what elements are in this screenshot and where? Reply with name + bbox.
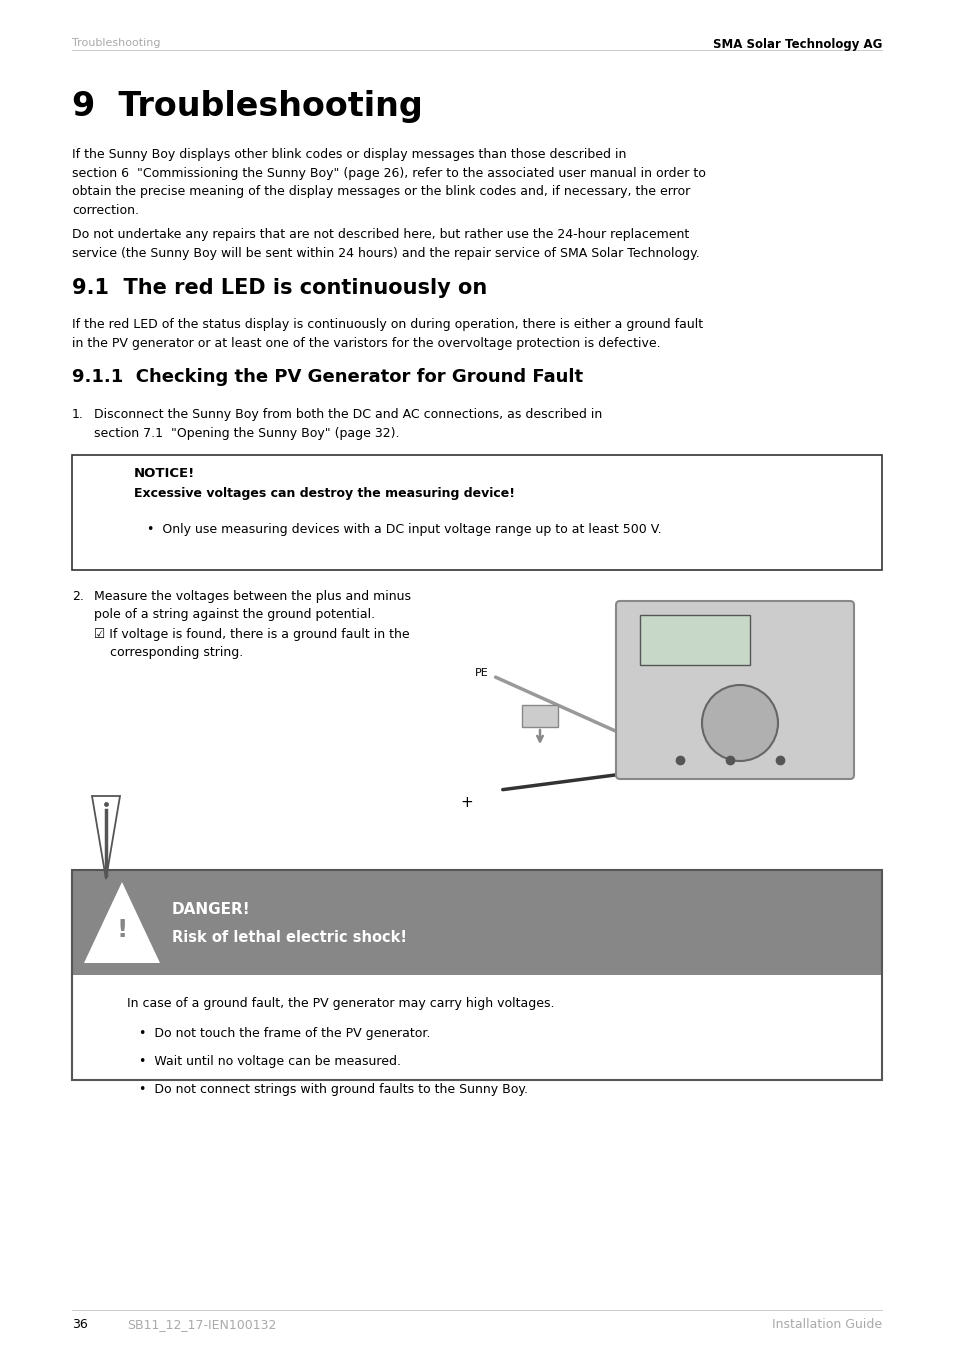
Text: PE: PE [475, 668, 488, 677]
Text: +: + [459, 795, 473, 810]
FancyBboxPatch shape [521, 704, 558, 727]
Text: Risk of lethal electric shock!: Risk of lethal electric shock! [172, 930, 407, 945]
Text: •  Wait until no voltage can be measured.: • Wait until no voltage can be measured. [139, 1055, 400, 1068]
Text: SMA Solar Technology AG: SMA Solar Technology AG [712, 38, 882, 51]
Text: 36: 36 [71, 1318, 88, 1330]
Text: 2.: 2. [71, 589, 84, 603]
Text: 6·4: 6·4 [671, 627, 698, 642]
Text: corresponding string.: corresponding string. [94, 646, 243, 658]
Polygon shape [91, 796, 120, 879]
FancyBboxPatch shape [616, 602, 853, 779]
Text: •  Only use measuring devices with a DC input voltage range up to at least 500 V: • Only use measuring devices with a DC i… [147, 523, 661, 535]
Circle shape [701, 685, 778, 761]
Text: Excessive voltages can destroy the measuring device!: Excessive voltages can destroy the measu… [133, 487, 515, 500]
Text: ☑ If voltage is found, there is a ground fault in the: ☑ If voltage is found, there is a ground… [94, 627, 409, 641]
FancyBboxPatch shape [71, 869, 882, 975]
Text: In case of a ground fault, the PV generator may carry high voltages.: In case of a ground fault, the PV genera… [127, 996, 554, 1010]
Text: 9.1  The red LED is continuously on: 9.1 The red LED is continuously on [71, 279, 487, 297]
Text: pole of a string against the ground potential.: pole of a string against the ground pote… [94, 608, 375, 621]
Text: Troubleshooting: Troubleshooting [71, 38, 160, 49]
Text: Installation Guide: Installation Guide [771, 1318, 882, 1330]
FancyBboxPatch shape [639, 615, 749, 665]
Text: If the Sunny Boy displays other blink codes or display messages than those descr: If the Sunny Boy displays other blink co… [71, 147, 705, 216]
Text: 9.1.1  Checking the PV Generator for Ground Fault: 9.1.1 Checking the PV Generator for Grou… [71, 368, 582, 387]
Text: •  Do not connect strings with ground faults to the Sunny Boy.: • Do not connect strings with ground fau… [139, 1083, 527, 1096]
Text: Disconnect the Sunny Boy from both the DC and AC connections, as described in
se: Disconnect the Sunny Boy from both the D… [94, 408, 601, 439]
Text: Measure the voltages between the plus and minus: Measure the voltages between the plus an… [94, 589, 411, 603]
Text: Do not undertake any repairs that are not described here, but rather use the 24-: Do not undertake any repairs that are no… [71, 228, 699, 260]
Text: If the red LED of the status display is continuously on during operation, there : If the red LED of the status display is … [71, 318, 702, 350]
FancyBboxPatch shape [71, 975, 882, 1080]
Text: NOTICE!: NOTICE! [133, 466, 195, 480]
FancyBboxPatch shape [71, 456, 882, 571]
Text: DANGER!: DANGER! [172, 902, 251, 917]
Text: !: ! [116, 918, 128, 942]
Polygon shape [84, 882, 160, 963]
Text: •  Do not touch the frame of the PV generator.: • Do not touch the frame of the PV gener… [139, 1028, 430, 1040]
Text: SB11_12_17-IEN100132: SB11_12_17-IEN100132 [127, 1318, 276, 1330]
Text: 1.: 1. [71, 408, 84, 420]
Text: 9  Troubleshooting: 9 Troubleshooting [71, 91, 422, 123]
